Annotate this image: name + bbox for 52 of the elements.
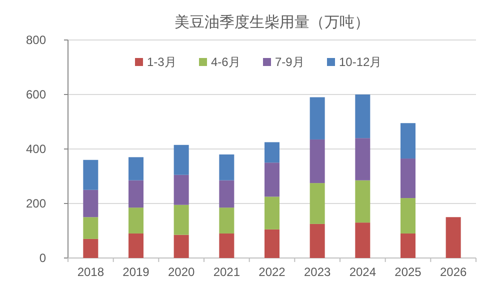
chart-title: 美豆油季度生柴用量（万吨） [174,14,370,31]
bar [219,233,234,258]
legend-label: 7-9月 [275,55,304,69]
bar [128,233,144,258]
y-tick-label: 400 [26,142,46,156]
x-tick-label: 2025 [394,265,422,279]
bar [128,180,144,208]
bar [174,144,189,175]
bar [83,217,98,239]
legend-label: 10-12月 [339,55,382,69]
bar [310,139,325,184]
legend-label: 1-3月 [147,55,176,69]
bar [83,160,98,190]
legend-label: 4-6月 [211,55,240,69]
bar [83,190,98,218]
bar [446,217,461,258]
bar [128,208,144,234]
bar [310,183,325,224]
bar [219,208,234,234]
x-tick-label: 2019 [122,265,150,279]
bar [128,157,144,180]
x-tick-label: 2020 [168,265,196,279]
bar [355,138,370,180]
bar [355,180,370,223]
bar [400,198,416,234]
x-tick-label: 2021 [213,265,240,279]
bar [400,233,416,258]
x-tick-label: 2022 [258,265,286,279]
x-tick-label: 2026 [440,265,468,279]
bar [174,234,189,258]
bar [264,196,280,230]
y-tick-label: 200 [26,196,46,210]
bar [264,142,280,163]
bar [264,229,280,258]
y-tick-label: 0 [39,251,46,265]
x-tick-label: 2023 [304,265,332,279]
bar [219,154,234,180]
bar [83,238,98,258]
x-tick-label: 2024 [349,265,376,279]
bar [310,224,325,258]
bar [355,94,370,138]
bar [219,180,234,208]
bar [174,174,189,205]
bar [264,162,280,197]
bar [310,97,325,140]
y-tick-label: 600 [26,88,46,102]
bar [174,204,189,235]
bar [400,158,416,198]
y-tick-label: 800 [26,33,46,47]
bar [400,123,416,159]
x-tick-label: 2018 [77,265,104,279]
bar [355,222,370,258]
